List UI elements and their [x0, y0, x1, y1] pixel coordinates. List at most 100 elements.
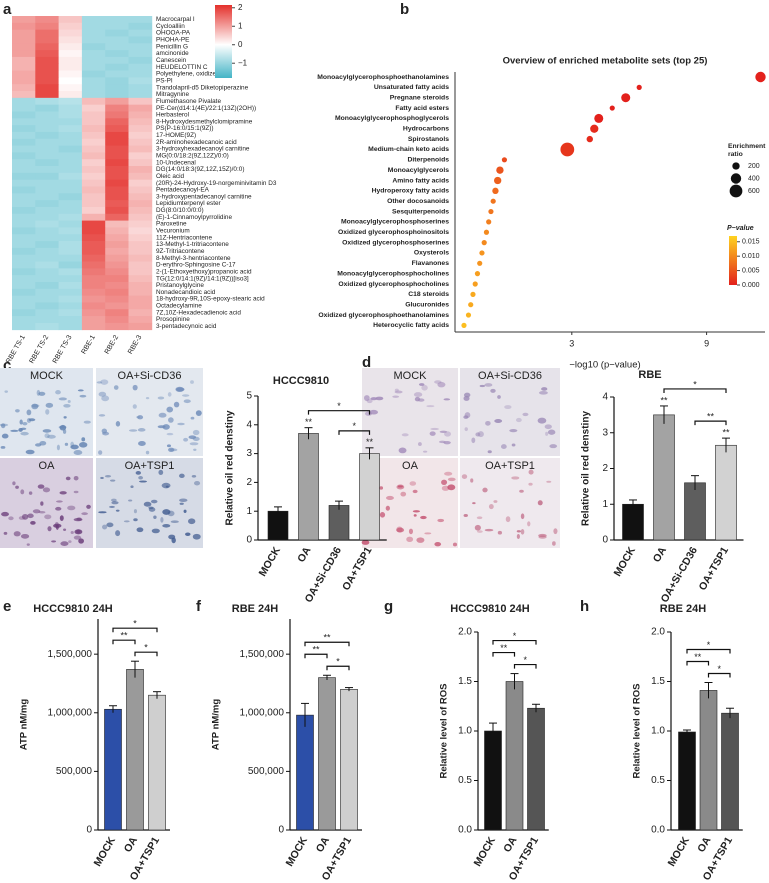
row-label: PS-PI — [156, 77, 173, 84]
micrograph-background — [96, 368, 203, 456]
panel-label: a — [3, 1, 12, 18]
heatmap-cell — [81, 281, 106, 290]
chart-title: HCCC9810 24H — [33, 603, 113, 615]
cell — [32, 509, 41, 514]
heatmap-cell — [128, 268, 153, 276]
heatmap-cell — [128, 125, 153, 133]
cell — [544, 424, 552, 430]
y-tick-label: 5 — [246, 391, 252, 402]
cell — [166, 444, 171, 448]
cell — [409, 481, 417, 486]
cell — [1, 511, 9, 517]
significance-bracket — [492, 639, 537, 645]
heatmap-cell — [105, 104, 129, 112]
cell — [63, 528, 67, 531]
row-label: 7Z,10Z-Hexadecadienoic acid — [156, 309, 241, 316]
heatmap-cell — [81, 234, 106, 242]
heatmap-cell — [58, 138, 83, 146]
cell — [59, 515, 64, 521]
bubble — [492, 187, 499, 195]
bubble — [594, 113, 604, 123]
x-axis-label: −log10 (p−value) — [569, 360, 640, 371]
cell — [35, 443, 42, 447]
cell — [463, 395, 470, 401]
category-label: Monoacylglycerols — [388, 167, 449, 174]
heatmap-cell — [81, 268, 106, 276]
cell — [170, 520, 179, 524]
heatmap-cell — [81, 302, 106, 310]
cell — [511, 476, 520, 480]
significance-label: ** — [660, 395, 668, 405]
heatmap-cell — [81, 241, 106, 249]
cell — [38, 511, 46, 514]
heatmap-cell — [105, 172, 129, 181]
significance-bracket — [307, 410, 371, 415]
category-label: Oxidized glycerophosphocholines — [338, 281, 449, 288]
cell — [18, 516, 26, 520]
row-label: Flumethasone Pivalate — [156, 98, 221, 105]
micrograph-label: OA+TSP1 — [125, 460, 175, 472]
cell — [30, 520, 36, 525]
heatmap-cell — [35, 281, 59, 290]
cell — [179, 502, 184, 505]
cell — [1, 433, 9, 439]
heatmap-cell — [128, 111, 153, 119]
micrograph-label: OA — [402, 460, 419, 472]
heatmap-cell — [35, 268, 59, 276]
bubble — [755, 71, 766, 83]
category-label: Oxidized glycerophosphoserines — [342, 239, 449, 246]
error-bar — [345, 687, 353, 692]
cell — [19, 419, 23, 425]
heatmap-cell — [12, 118, 36, 126]
heatmap-cell — [81, 295, 106, 303]
heatmap-cell — [58, 247, 83, 256]
significance-label: * — [133, 619, 137, 629]
cell — [437, 381, 446, 388]
micrograph: OA+TSP1 — [96, 458, 203, 548]
heatmap-cell — [128, 50, 153, 58]
heatmap-cell — [105, 179, 129, 187]
y-tick-label: 1,500,000 — [48, 649, 93, 660]
cell — [516, 533, 520, 539]
cell — [102, 524, 108, 530]
cell — [133, 518, 138, 522]
cell — [439, 430, 448, 434]
cell — [73, 518, 83, 522]
cell — [109, 479, 116, 482]
cell — [59, 424, 67, 431]
cell — [494, 419, 503, 424]
bubble — [490, 198, 496, 204]
cell — [477, 431, 484, 438]
heatmap-cell — [128, 247, 153, 256]
heatmap-cell — [35, 152, 59, 160]
panel-label: h — [580, 598, 589, 615]
heatmap-cell — [81, 84, 106, 92]
cell — [520, 513, 525, 520]
cell — [412, 510, 421, 513]
heatmap-cell — [35, 125, 59, 133]
heatmap-cell — [12, 288, 36, 297]
cell — [166, 406, 174, 413]
legend-title: Enrichment — [728, 143, 766, 150]
heatmap-cell — [12, 241, 36, 249]
cell — [485, 420, 491, 426]
heatmap-cell — [128, 179, 153, 187]
row-label: amcinonide — [156, 50, 189, 57]
cell — [135, 471, 142, 475]
bar — [699, 690, 718, 831]
cell — [20, 431, 29, 436]
heatmap-cell — [105, 138, 129, 146]
heatmap-cell — [58, 172, 83, 181]
error-bar — [489, 722, 497, 739]
heatmap-cell — [128, 172, 153, 181]
cell — [0, 445, 6, 449]
significance-bracket — [492, 651, 516, 657]
cell — [70, 531, 74, 534]
category-label: Spirostanols — [408, 136, 449, 143]
heatmap-cell — [58, 200, 83, 208]
heatmap-cell — [35, 261, 59, 269]
heatmap-cell — [128, 84, 153, 92]
heatmap-cell — [12, 125, 36, 133]
cell — [63, 416, 67, 419]
column-label: RBE TS-3 — [52, 334, 74, 365]
